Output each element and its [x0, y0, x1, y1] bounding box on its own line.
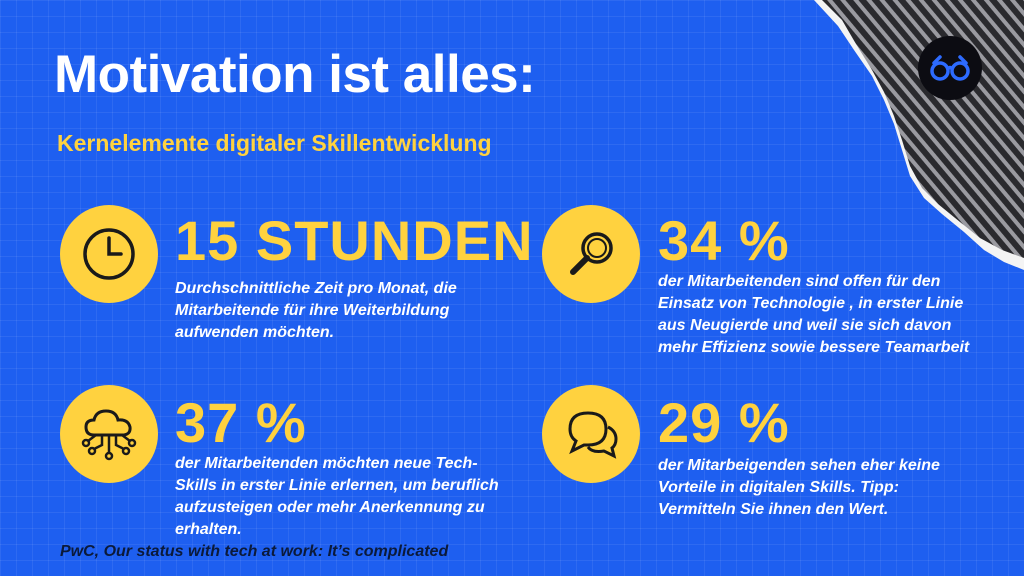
page-title: Motivation ist alles: [54, 45, 536, 104]
glasses-icon [930, 55, 970, 81]
clock-icon [83, 228, 135, 280]
stat-icon-circle [60, 385, 158, 483]
stat-value: 34 % [658, 209, 790, 272]
page-subtitle: Kernelemente digitaler Skillentwicklung [57, 130, 492, 156]
stat-icon-circle [542, 205, 640, 303]
stat-description: Durchschnittliche Zeit pro Monat, die Mi… [175, 280, 457, 341]
glasses-logo [918, 36, 982, 100]
source-citation: PwC, Our status with tech at work: It’s … [60, 543, 449, 560]
magnifier-icon [570, 232, 613, 275]
stat-description: der Mitarbeitenden möchten neue Tech-Ski… [175, 455, 499, 538]
stat-icon-circle [542, 385, 640, 483]
stat-value: 29 % [658, 391, 790, 454]
stat-value: 15 STUNDEN [175, 209, 534, 272]
stat-description: der Mitarbeitenden sind offen für den Ei… [658, 273, 970, 356]
stat-icon-circle [60, 205, 158, 303]
stat-value: 37 % [175, 391, 307, 454]
torn-paper-decoration [814, 0, 1024, 270]
stat-description: der Mitarbeigenden sehen eher keine Vort… [658, 457, 940, 518]
chat-bubbles-icon [568, 411, 618, 459]
cloud-network-icon [81, 409, 137, 461]
